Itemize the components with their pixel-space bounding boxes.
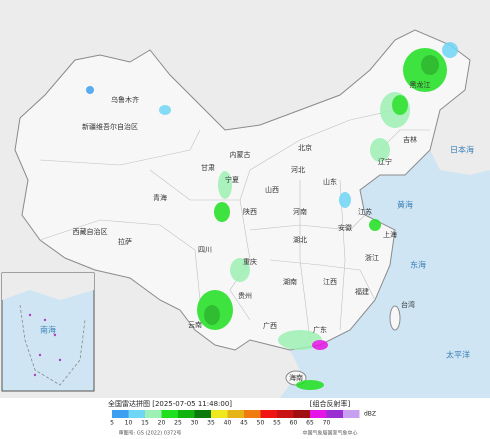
taiwan (389, 305, 401, 331)
legend-level: 10 (125, 420, 133, 427)
region-label: 吉林 (403, 135, 417, 144)
region-label: 海南 (289, 373, 303, 382)
legend-swatch (260, 410, 277, 418)
city-label: 乌鲁木齐 (111, 95, 139, 104)
china-land (14, 29, 471, 351)
legend-title: 全国雷达拼图 [2025-07-05 11:48:00] (108, 399, 232, 408)
region-label: 福建 (355, 287, 369, 296)
legend-level: 25 (174, 420, 182, 427)
legend-swatch (343, 410, 360, 418)
legend-swatch (145, 410, 162, 418)
legend-level: 30 (191, 420, 199, 427)
region-label: 辽宁 (378, 157, 392, 166)
legend-swatch (310, 410, 327, 418)
legend-level: 45 (240, 420, 248, 427)
legend-level: 70 (323, 420, 331, 427)
region-label: 黑龙江 (410, 80, 431, 89)
region-label: 河北 (291, 166, 305, 174)
legend-level: 50 (257, 420, 265, 427)
region-label: 安徽 (338, 223, 352, 232)
legend-swatch (112, 410, 129, 418)
radar-echoes (86, 42, 458, 390)
legend-scale: 5 10 15 20 25 30 35 40 45 50 55 60 65 70 (110, 410, 360, 427)
legend-level: 5 (110, 420, 114, 427)
legend-swatch (211, 410, 228, 418)
sea-label: 黄海 (397, 200, 413, 210)
legend-swatch (293, 410, 310, 418)
sea-label: 日本海 (450, 145, 474, 155)
legend-swatch (326, 410, 343, 418)
neighbor-land (0, 0, 490, 398)
sea-label: 东海 (410, 260, 426, 270)
province-borders (39, 109, 430, 341)
legend-panel (0, 398, 490, 439)
region-label: 新疆维吾尔自治区 (82, 122, 138, 131)
legend-swatch (128, 410, 145, 418)
region-label: 陕西 (243, 207, 257, 216)
region-label: 贵州 (238, 291, 252, 300)
legend-product: [组合反射率] (310, 399, 351, 408)
region-label: 上海 (383, 230, 397, 239)
region-label: 四川 (198, 246, 212, 254)
region-label: 湖北 (293, 235, 307, 244)
region-label: 山西 (265, 185, 279, 194)
legend-swatch (277, 410, 294, 418)
legend-level: 35 (207, 420, 215, 427)
legend-swatch (178, 410, 195, 418)
region-label: 西藏自治区 (73, 227, 108, 236)
legend-unit: dBZ (364, 411, 376, 418)
legend-level: 40 (224, 420, 232, 427)
legend-swatch (227, 410, 244, 418)
legend-swatch (194, 410, 211, 418)
sea-label: 南海 (40, 325, 56, 335)
south-sea-inset (1, 272, 95, 392)
source: 中国气象局国家气象中心 (302, 430, 357, 437)
region-label: 内蒙古 (230, 150, 251, 159)
region-label: 宁夏 (225, 175, 239, 184)
region-label: 台湾 (401, 300, 415, 309)
region-label: 北京 (298, 143, 312, 152)
region-label: 广西 (263, 321, 277, 330)
legend-level: 20 (158, 420, 166, 427)
region-label: 江苏 (358, 207, 372, 216)
region-label: 重庆 (243, 257, 257, 266)
region-label: 青海 (153, 193, 167, 202)
legend-swatch (244, 410, 261, 418)
legend-level: 65 (306, 420, 314, 427)
region-label: 云南 (188, 320, 202, 329)
legend-level: 15 (141, 420, 149, 427)
approval-number: 审图号: GS (2022) 0372号 (119, 430, 182, 437)
region-label: 浙江 (365, 253, 379, 262)
region-label: 江西 (323, 278, 337, 286)
region-label: 山东 (323, 177, 337, 186)
legend-level: 60 (290, 420, 298, 427)
region-label: 甘肃 (201, 163, 215, 172)
region-label: 河南 (293, 207, 307, 216)
legend-swatch (161, 410, 178, 418)
sea-label: 太平洋 (446, 350, 470, 360)
legend-level: 55 (273, 420, 281, 427)
region-label: 湖南 (283, 277, 297, 286)
region-label: 广东 (313, 325, 327, 334)
city-label: 拉萨 (118, 237, 132, 246)
